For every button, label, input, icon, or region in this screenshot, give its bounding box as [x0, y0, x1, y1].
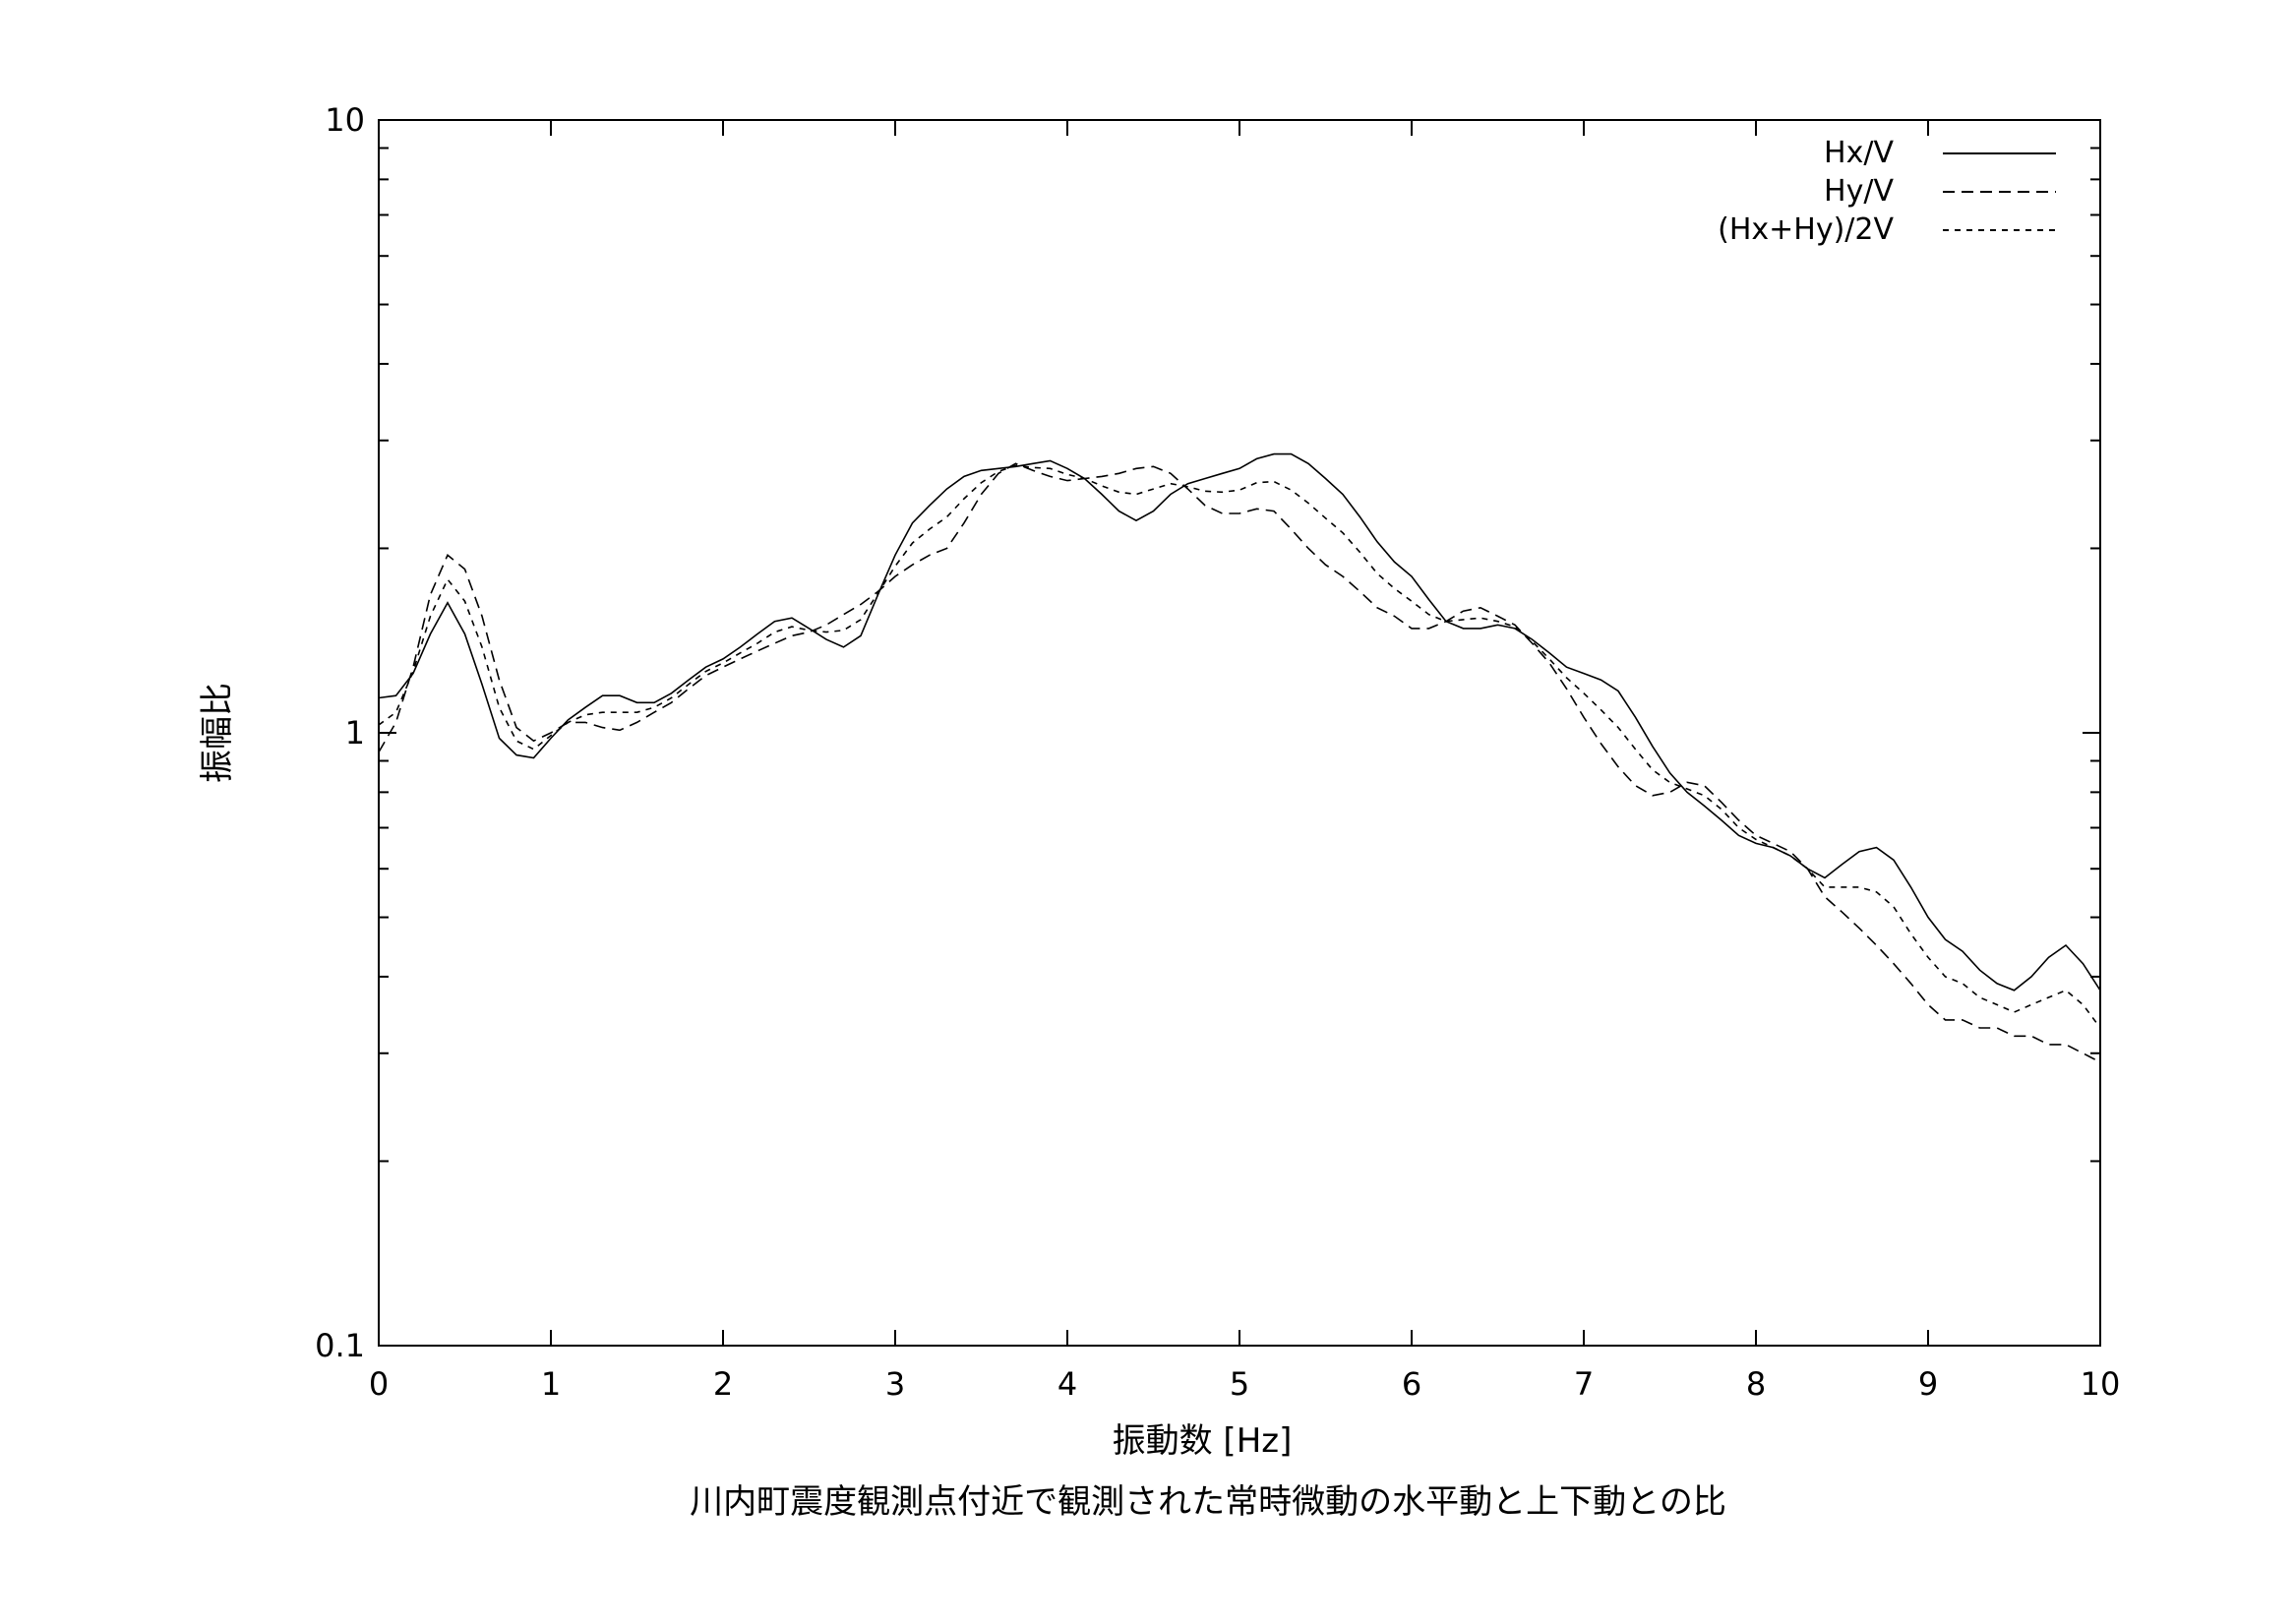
y-axis-label: 振幅比: [198, 683, 237, 783]
tick-labels-layer: 0 1 2 3 4 5 6 7 8 9 10 0.1 1 10: [315, 101, 2120, 1403]
y-tick-label: 1: [345, 714, 365, 752]
y-tick-label: 10: [325, 101, 365, 139]
x-tick-label: 10: [2081, 1365, 2121, 1403]
x-axis-label: 振動数 [Hz]: [1113, 1421, 1293, 1461]
ticks-layer: [378, 119, 2101, 1347]
x-tick-label: 5: [1230, 1365, 1249, 1403]
series-line-2: [378, 464, 2101, 1029]
series-line-1: [378, 462, 2101, 1063]
plot-frame: [378, 119, 2101, 1347]
x-tick-label: 6: [1402, 1365, 1421, 1403]
x-tick-label: 7: [1574, 1365, 1594, 1403]
series-line-0: [378, 452, 2101, 992]
x-tick-label: 3: [885, 1365, 905, 1403]
x-tick-label: 0: [369, 1365, 389, 1403]
series-layer: [378, 452, 2101, 1063]
x-tick-label: 1: [541, 1365, 561, 1403]
legend-label-hx-v: Hx/V: [1824, 136, 1894, 170]
legend-label-hy-v: Hy/V: [1824, 174, 1894, 209]
x-tick-label: 8: [1746, 1365, 1766, 1403]
x-tick-label: 9: [1918, 1365, 1938, 1403]
chart-caption: 川内町震度観測点付近で観測された常時微動の水平動と上下動との比: [690, 1482, 1726, 1522]
legend-label-hx-hy-2v: (Hx+Hy)/2V: [1718, 212, 1894, 247]
x-tick-label: 2: [713, 1365, 733, 1403]
legend: Hx/V Hy/V (Hx+Hy)/2V: [1718, 136, 2056, 247]
y-tick-label: 0.1: [315, 1327, 365, 1364]
x-tick-label: 4: [1057, 1365, 1077, 1403]
